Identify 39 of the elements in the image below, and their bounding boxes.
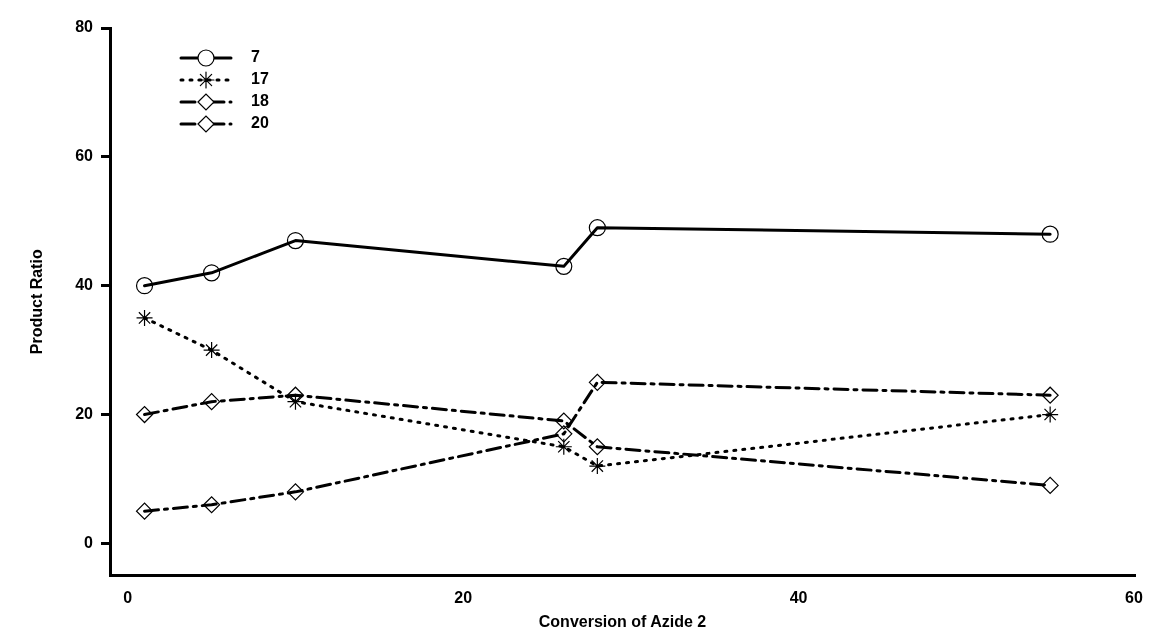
point — [1041, 405, 1059, 424]
point — [135, 277, 154, 295]
legend-label: 18 — [251, 92, 269, 110]
x-tick-label: 40 — [789, 588, 808, 606]
legend-label: 17 — [251, 70, 269, 88]
x-tick-label: 0 — [123, 588, 133, 606]
point — [555, 412, 573, 430]
y-tick-label: 60 — [75, 147, 94, 165]
point — [203, 496, 221, 514]
point — [1041, 386, 1059, 404]
point — [135, 309, 154, 327]
y-axis-title: Product Ratio — [28, 249, 46, 355]
point — [555, 438, 573, 456]
point — [203, 393, 221, 411]
point — [203, 341, 221, 359]
point — [1041, 476, 1059, 495]
y-tick-label: 0 — [84, 533, 94, 551]
point — [588, 219, 606, 237]
y-tick-label: 80 — [75, 18, 94, 36]
point — [286, 232, 305, 250]
legend-label: 7 — [251, 48, 260, 66]
y-tick-label: 40 — [75, 276, 94, 294]
point — [555, 257, 573, 275]
point — [588, 373, 606, 391]
x-tick-label: 20 — [454, 588, 473, 606]
point — [588, 457, 606, 475]
x-tick-label: 60 — [1125, 588, 1143, 606]
point — [135, 405, 154, 424]
point — [203, 264, 221, 282]
point — [588, 438, 606, 456]
point — [555, 425, 573, 443]
point — [1041, 225, 1059, 243]
x-axis-title: Conversion of Azide 2 — [538, 612, 707, 630]
legend-label: 20 — [251, 114, 269, 132]
point — [135, 502, 154, 520]
point — [286, 393, 305, 411]
y-tick-label: 20 — [75, 404, 94, 422]
point — [286, 386, 305, 404]
point — [286, 483, 305, 501]
